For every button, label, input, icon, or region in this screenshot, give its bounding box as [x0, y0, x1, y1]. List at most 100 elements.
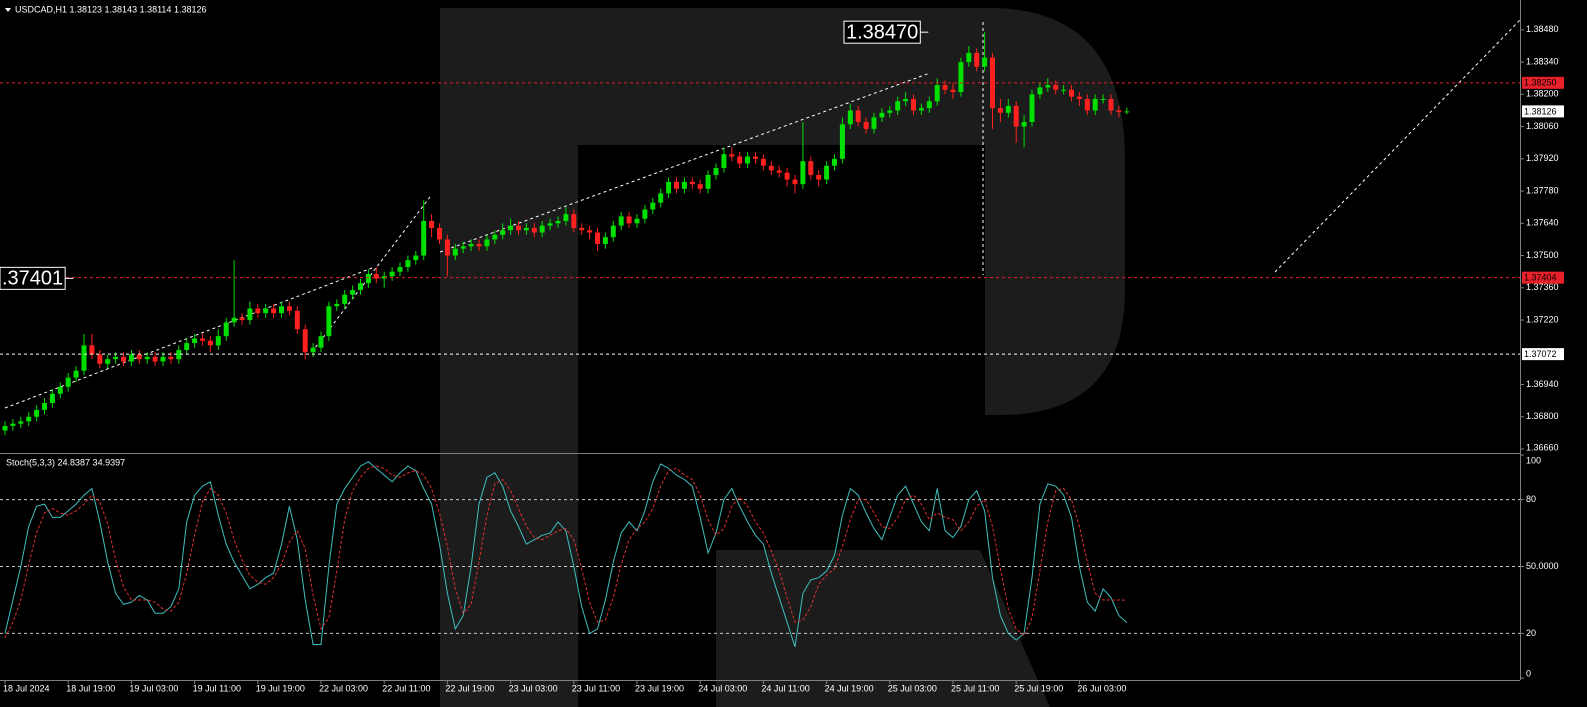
candle-body	[26, 416, 32, 422]
candle-body	[121, 356, 126, 362]
candle-body	[144, 356, 150, 360]
candle-body	[200, 338, 205, 341]
candle-body	[1084, 98, 1090, 111]
pattern-line	[311, 196, 431, 353]
candle-body	[358, 283, 363, 291]
candle-body	[792, 179, 798, 185]
candle-body	[231, 317, 237, 323]
y-tick-label: 1.37920	[1526, 153, 1559, 163]
candle-body	[555, 221, 561, 224]
candle-body	[871, 117, 877, 129]
candle-body	[73, 370, 79, 378]
candle-body	[294, 310, 300, 330]
candle-body	[824, 165, 830, 180]
candle-body	[429, 221, 435, 228]
candle-body	[192, 338, 198, 344]
candle-body	[279, 306, 284, 314]
candle-body	[697, 184, 703, 189]
candle-body	[310, 347, 316, 353]
candle-body	[911, 98, 916, 111]
candle-body	[547, 223, 553, 226]
chart-title: USDCAD,H1 1.38123 1.38143 1.38114 1.3812…	[15, 4, 206, 14]
candle-body	[926, 101, 932, 109]
candle-body	[713, 168, 719, 175]
candle-body	[523, 227, 529, 231]
x-tick-label: 23 Jul 19:00	[635, 683, 684, 693]
y-tick-label: 80	[1526, 494, 1536, 504]
candle-body	[832, 158, 837, 166]
candle-body	[958, 62, 964, 93]
candle-body	[595, 232, 600, 245]
x-tick-label: 22 Jul 03:00	[319, 683, 368, 693]
level-label-box	[1522, 348, 1564, 361]
candle-body	[152, 356, 158, 362]
level-label: 1.37072	[1524, 349, 1557, 359]
logo-leg	[716, 550, 1050, 707]
candle-body	[413, 255, 419, 261]
watermark-logo	[440, 8, 1125, 707]
candle-body	[318, 336, 324, 348]
candle-body	[65, 377, 71, 387]
x-tick-label: 22 Jul 19:00	[445, 683, 494, 693]
candle-body	[1061, 89, 1067, 91]
forecast-line	[1274, 19, 1521, 273]
candle-body	[239, 317, 245, 321]
candle-body	[1108, 98, 1114, 111]
y-tick-label: 1.37640	[1526, 218, 1559, 228]
candle-body	[634, 218, 640, 224]
candle-body	[1021, 121, 1027, 127]
x-tick-label: 24 Jul 19:00	[825, 683, 874, 693]
candle-body	[855, 110, 861, 122]
candle-body	[587, 230, 593, 233]
candle-body	[57, 386, 63, 394]
x-tick-label: 19 Jul 11:00	[193, 683, 241, 693]
candle-body	[1092, 98, 1098, 111]
candle-body	[658, 193, 664, 203]
candle-body	[942, 85, 948, 90]
annotation-label: .37401	[2, 268, 63, 290]
level-label-box	[1522, 271, 1564, 284]
pattern-line	[439, 72, 931, 253]
candle-body	[768, 165, 774, 171]
candle-body	[2, 425, 8, 431]
candle-body	[997, 108, 1003, 113]
x-tick-label: 18 Jul 19:00	[66, 683, 115, 693]
y-tick-label: 0	[1526, 668, 1531, 678]
candle-body	[444, 239, 450, 256]
candle-body	[437, 227, 442, 240]
candle-body	[18, 421, 24, 424]
candle-body	[642, 209, 648, 219]
candle-body	[674, 181, 679, 189]
candle-body	[105, 359, 111, 364]
candle-body	[1045, 85, 1051, 88]
y-tick-label: 1.36940	[1526, 379, 1559, 389]
y-tick-label: 1.38340	[1526, 56, 1559, 66]
candle-body	[160, 356, 166, 362]
candle-body	[389, 271, 395, 277]
candle-body	[602, 237, 608, 245]
candle-body	[286, 306, 292, 311]
x-tick-label: 19 Jul 19:00	[256, 683, 305, 693]
candle-body	[666, 181, 672, 194]
candle-body	[247, 308, 253, 321]
candle-body	[1124, 111, 1130, 113]
candle-body	[808, 161, 814, 175]
candle-body	[136, 354, 142, 360]
x-tick-label: 25 Jul 19:00	[1014, 683, 1063, 693]
y-tick-label: 1.37220	[1526, 314, 1559, 324]
candle-body	[650, 202, 656, 210]
candle-body	[1076, 96, 1082, 99]
candle-body	[326, 306, 332, 337]
candle-body	[223, 322, 229, 337]
current-price-label: 1.38126	[1524, 106, 1557, 116]
candle-body	[626, 216, 632, 224]
x-tick-label: 26 Jul 03:00	[1077, 683, 1126, 693]
candle-body	[168, 356, 174, 360]
candle-body	[421, 221, 427, 256]
candle-body	[753, 156, 758, 159]
symbol-menu-icon[interactable]	[5, 8, 11, 12]
candle-body	[816, 174, 822, 180]
candle-body	[689, 181, 695, 185]
candle-body	[42, 402, 47, 410]
candle-body	[800, 161, 806, 185]
